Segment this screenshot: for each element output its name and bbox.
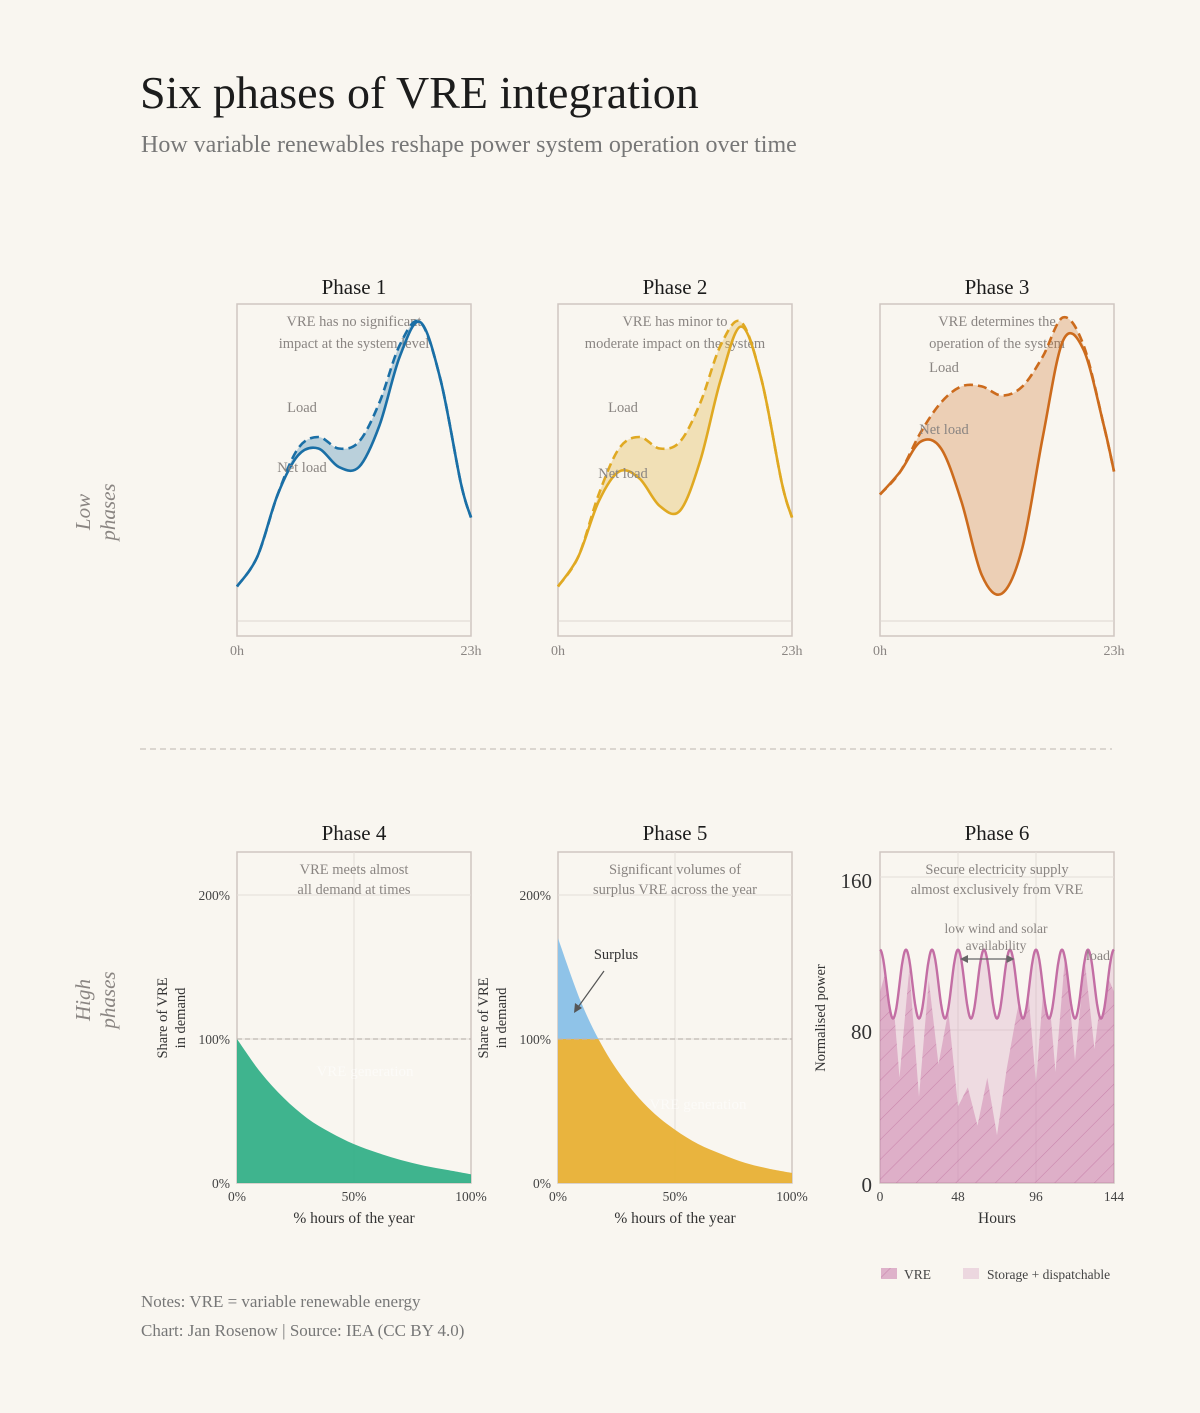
x-tick-label: 50% <box>663 1189 688 1204</box>
surplus-arrow <box>575 970 605 1011</box>
x-tick-label: 0h <box>873 644 887 659</box>
panel-annotation: Significant volumes of <box>609 862 741 878</box>
panel-annotation: VRE meets almost <box>300 862 409 878</box>
x-axis-label: % hours of the year <box>293 1210 415 1227</box>
y-tick-label: 0 <box>862 1173 873 1197</box>
y-tick-label: 100% <box>520 1032 552 1047</box>
legend-label-storage: Storage + dispatchable <box>987 1267 1110 1282</box>
net-load-line <box>556 325 794 588</box>
vre-contribution-area <box>558 320 792 587</box>
y-tick-label: 160 <box>841 869 873 893</box>
panel-title: Phase 2 <box>643 275 708 299</box>
surplus-label: Surplus <box>594 947 639 963</box>
panel-frame <box>236 303 472 637</box>
panel-annotation: VRE has minor to <box>622 314 727 330</box>
x-tick-label: 0h <box>551 644 565 659</box>
net-load-label: Net load <box>919 422 969 438</box>
area-label: VRE generation <box>316 1064 414 1080</box>
load-line <box>879 948 1115 1020</box>
chart-subtitle: How variable renewables reshape power sy… <box>141 132 797 158</box>
callout-label: low wind and solar <box>944 921 1048 936</box>
x-tick-label: 48 <box>951 1189 965 1204</box>
x-axis-label: Hours <box>978 1210 1016 1227</box>
y-axis-label: Normalised power <box>813 964 829 1072</box>
panel-annotation: almost exclusively from VRE <box>911 882 1084 898</box>
x-tick-label: 23h <box>461 644 482 659</box>
y-tick-label: 0% <box>533 1176 551 1191</box>
chart-notes: Notes: VRE = variable renewable energy C… <box>141 1287 464 1345</box>
callout-arrowhead-left <box>960 955 968 963</box>
panel-annotation: all demand at times <box>297 882 411 898</box>
panel-title: Phase 3 <box>965 275 1030 299</box>
legend-swatch-vre-hatch <box>881 1268 897 1279</box>
surplus-arrowhead <box>574 1003 582 1013</box>
panel-annotation: operation of the system <box>929 336 1065 352</box>
chart-title: Six phases of VRE integration <box>140 67 699 118</box>
vre-hatch <box>880 953 1114 1183</box>
vre-generation-area <box>237 1039 471 1183</box>
y-tick-label: 80 <box>851 1020 872 1044</box>
x-tick-label: 96 <box>1029 1189 1043 1204</box>
panel-annotation: surplus VRE across the year <box>593 882 757 898</box>
x-tick-label: 23h <box>782 644 803 659</box>
x-tick-label: 23h <box>1104 644 1125 659</box>
panel-annotation: Secure electricity supply <box>925 862 1069 878</box>
panel-title: Phase 1 <box>322 275 387 299</box>
callout-arrowhead-right <box>1006 955 1015 963</box>
panel-frame <box>557 303 793 637</box>
y-tick-label: 100% <box>199 1032 231 1047</box>
panel-annotation: VRE has no significant <box>287 314 422 330</box>
panel-annotation: VRE determines the <box>938 314 1056 330</box>
load-line <box>879 315 1116 496</box>
net-load-label: Net load <box>598 466 648 482</box>
x-tick-label: 50% <box>342 1189 367 1204</box>
net-load-label: Net load <box>277 460 327 476</box>
row-label-low: Lowphases <box>71 483 120 542</box>
load-label: load <box>1086 949 1110 964</box>
x-tick-label: 100% <box>455 1189 487 1204</box>
x-tick-label: 0% <box>228 1189 246 1204</box>
x-tick-label: 0 <box>877 1189 884 1204</box>
y-axis-label: Share of VRE in demand <box>155 977 189 1058</box>
load-label: Load <box>929 360 960 376</box>
y-tick-label: 200% <box>199 888 231 903</box>
surplus-area <box>558 938 599 1039</box>
panel-annotation: impact at the system level <box>279 336 430 352</box>
callout-label: availability <box>966 938 1027 953</box>
panel-title: Phase 6 <box>965 821 1030 845</box>
load-label: Load <box>608 400 639 416</box>
net-load-line <box>235 320 473 588</box>
area-label: VRE generation <box>649 1097 747 1113</box>
legend-swatch-storage <box>963 1268 979 1279</box>
y-tick-label: 0% <box>212 1176 230 1191</box>
vre-generation-area <box>558 1039 792 1183</box>
x-axis-label: % hours of the year <box>614 1210 736 1227</box>
x-tick-label: 144 <box>1104 1189 1125 1204</box>
legend-label-vre: VRE <box>904 1267 931 1282</box>
x-tick-label: 0% <box>549 1189 567 1204</box>
vre-contribution-area <box>880 317 1114 595</box>
load-label: Load <box>287 400 318 416</box>
credit-line: Chart: Jan Rosenow | Source: IEA (CC BY … <box>141 1321 465 1340</box>
panel-title: Phase 4 <box>322 821 387 845</box>
y-tick-label: 200% <box>520 888 552 903</box>
y-axis-label: Share of VRE in demand <box>476 977 510 1058</box>
notes-line: Notes: VRE = variable renewable energy <box>141 1292 421 1311</box>
net-load-line <box>879 331 1116 596</box>
panel-title: Phase 5 <box>643 821 708 845</box>
x-tick-label: 0h <box>230 644 244 659</box>
row-label-high: Highphases <box>71 971 120 1030</box>
x-tick-label: 100% <box>776 1189 808 1204</box>
panel-annotation: moderate impact on the system <box>585 336 766 352</box>
vre-contribution-area <box>237 320 471 587</box>
